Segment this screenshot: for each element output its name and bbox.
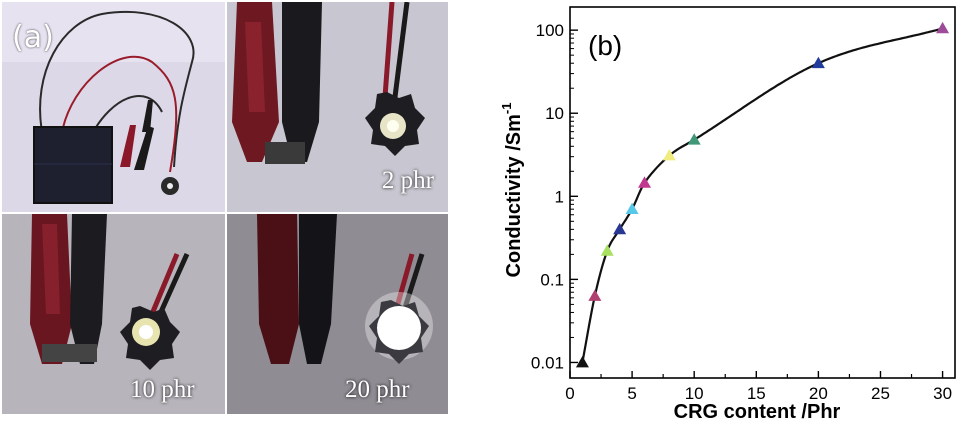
x-tick-label: 30 [933, 384, 952, 403]
data-points [575, 21, 950, 368]
photo-20phr: 20 phr [227, 214, 448, 414]
y-axis-label: Conductivity /Sm-1 [499, 103, 525, 278]
plot-frame [569, 6, 956, 379]
data-point [662, 148, 676, 161]
data-point [588, 289, 602, 301]
photo-label-2phr: 2 phr [381, 167, 434, 194]
y-tick-label: 0.01 [531, 353, 564, 372]
y-tick-label: 10 [545, 104, 564, 123]
x-tick-label: 20 [809, 384, 828, 403]
y-tick-label: 1 [555, 187, 564, 206]
y-axis-label-superscript: -1 [499, 103, 514, 115]
y-axis-ticks: 0.01 0.1 1 10 100 [531, 21, 578, 372]
data-point [613, 222, 627, 235]
photo-circuit [2, 2, 225, 212]
data-point [600, 244, 614, 256]
y-axis-label-main: Conductivity /Sm [503, 114, 525, 277]
data-point [687, 133, 701, 145]
x-tick-label: 0 [565, 384, 574, 403]
x-tick-label: 15 [747, 384, 766, 403]
photo-label-20phr: 20 phr [345, 376, 410, 403]
conductivity-chart: 0 5 10 15 20 25 30 0.01 0.1 1 10 100 (b) CRG conte… [450, 0, 965, 426]
x-axis-label: CRG content /Phr [674, 401, 841, 423]
x-tick-label: 25 [871, 384, 890, 403]
data-point [575, 355, 589, 368]
x-tick-label: 10 [685, 384, 704, 403]
photo-2phr: 2 phr [227, 2, 448, 212]
y-tick-label: 0.1 [540, 270, 564, 289]
photo-label-10phr: 10 phr [130, 376, 195, 403]
photo-panel: 2 phr 10 phr 20 phr [2, 2, 448, 414]
data-point [625, 202, 639, 215]
panel-b-letter: (b) [588, 30, 622, 61]
panel-a-letter: (a) [12, 20, 54, 55]
y-tick-label: 100 [536, 21, 564, 40]
data-point [811, 56, 825, 69]
data-point [936, 21, 950, 34]
plot-border [569, 6, 956, 379]
data-point [638, 176, 652, 188]
photo-10phr: 10 phr [2, 214, 225, 414]
x-tick-label: 5 [627, 384, 636, 403]
x-axis-ticks: 0 5 10 15 20 25 30 [565, 371, 952, 403]
